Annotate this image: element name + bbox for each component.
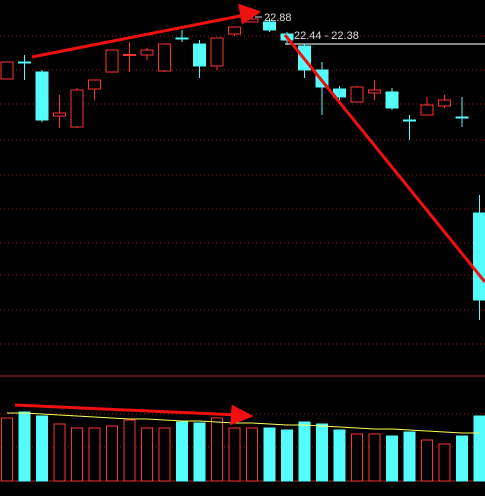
volume-bar [193,422,206,482]
volume-bar [123,419,136,482]
candle-body [70,89,84,128]
volume-bar [351,433,363,482]
candle-body [263,21,276,31]
volume-bar [228,427,241,482]
volume-bar [438,443,451,482]
candle-body [175,37,189,40]
candle-body [35,71,49,121]
volume-bar [36,415,48,482]
candle-body [438,99,451,107]
candle-body [473,212,485,301]
range-label: 22.44 - 22.38 [294,30,359,42]
volume-bar [403,431,416,482]
candle-body [350,86,364,103]
candle-body [368,89,381,94]
candle-body [193,43,206,67]
high-label: 22.88 [264,12,292,24]
candle-body [140,49,154,56]
candle-body [123,54,136,56]
volume-bar [456,435,468,482]
volume-bar [211,417,223,482]
volume-bar [158,427,171,482]
candle-body [455,116,469,119]
volume-bar [333,429,346,482]
candle-body [53,112,66,117]
volume-bar [18,411,31,482]
volume-bar [421,439,433,482]
volume-bar [176,421,188,482]
volume-bar [298,421,311,482]
candle-body [88,79,101,90]
candle-body [105,49,119,73]
annotation-arrows [14,3,485,426]
volume-bar [88,427,101,482]
candle-body [158,43,171,72]
candle-body [420,104,434,116]
volume-bar [1,417,13,482]
volume-bar [368,433,381,482]
volume-bar [141,427,153,482]
volume-bar [316,423,328,482]
candle-body [228,26,241,35]
volume-bar [281,429,293,482]
candle-body [385,91,399,109]
candle-body [0,61,14,80]
volume-bar [473,415,485,482]
candle-body [210,37,224,67]
candle-body [18,61,31,64]
volume-bar [246,427,258,482]
volume-bar [71,427,83,482]
candle-body [403,119,416,122]
volume-bar [386,435,398,482]
volume-ma-line [7,412,480,434]
volume-bar [53,423,66,482]
volume-bar [106,425,118,482]
volume-bar [263,427,276,482]
